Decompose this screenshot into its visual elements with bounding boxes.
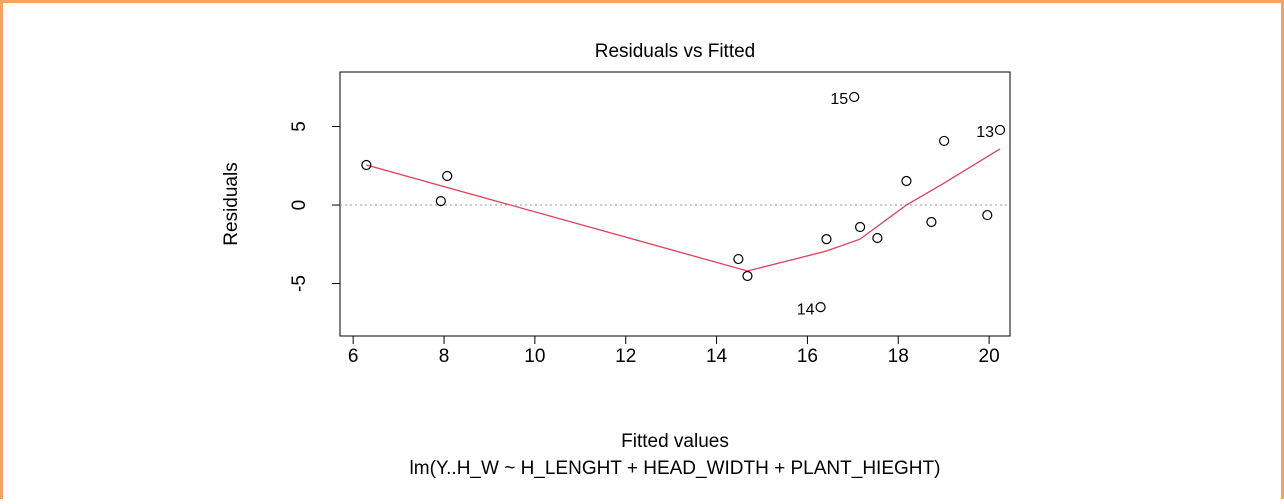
point-label: 14: [797, 301, 815, 318]
x-tick-label: 20: [979, 346, 1000, 367]
point: [849, 91, 860, 103]
x-tick-label: 18: [888, 346, 909, 367]
point: [742, 270, 753, 282]
point: [994, 124, 1006, 136]
point: [872, 232, 883, 244]
subtitle: lm(Y..H_W ~ H_LENGHT + HEAD_WIDTH + PLAN…: [410, 458, 941, 479]
plot-frame: [339, 71, 1011, 337]
y-axis-label: Residuals: [221, 162, 242, 245]
x-tick-label: 8: [439, 346, 450, 367]
point: [435, 195, 446, 207]
point: [926, 216, 937, 228]
point-label: 13: [976, 124, 994, 141]
point: [733, 253, 744, 265]
x-tick-label: 14: [706, 346, 728, 367]
point: [361, 159, 372, 171]
point: [982, 209, 993, 221]
x-axis-label: Fitted values: [621, 431, 729, 452]
point: [901, 175, 912, 187]
point: [442, 170, 453, 182]
point: [855, 221, 866, 233]
x-tick-label: 6: [348, 346, 359, 367]
x-tick-label: 16: [797, 346, 818, 367]
point: [815, 302, 826, 313]
y-tick-label: 5: [289, 121, 310, 132]
smooth-line: [366, 148, 1001, 272]
point: [821, 234, 832, 245]
point: [939, 135, 950, 147]
chart-title: Residuals vs Fitted: [595, 41, 756, 62]
x-tick-label: 12: [615, 346, 636, 367]
y-tick-label: -5: [289, 275, 310, 292]
x-tick-label: 10: [524, 346, 545, 367]
y-tick-label: 0: [289, 200, 310, 211]
point-label: 15: [830, 91, 848, 108]
